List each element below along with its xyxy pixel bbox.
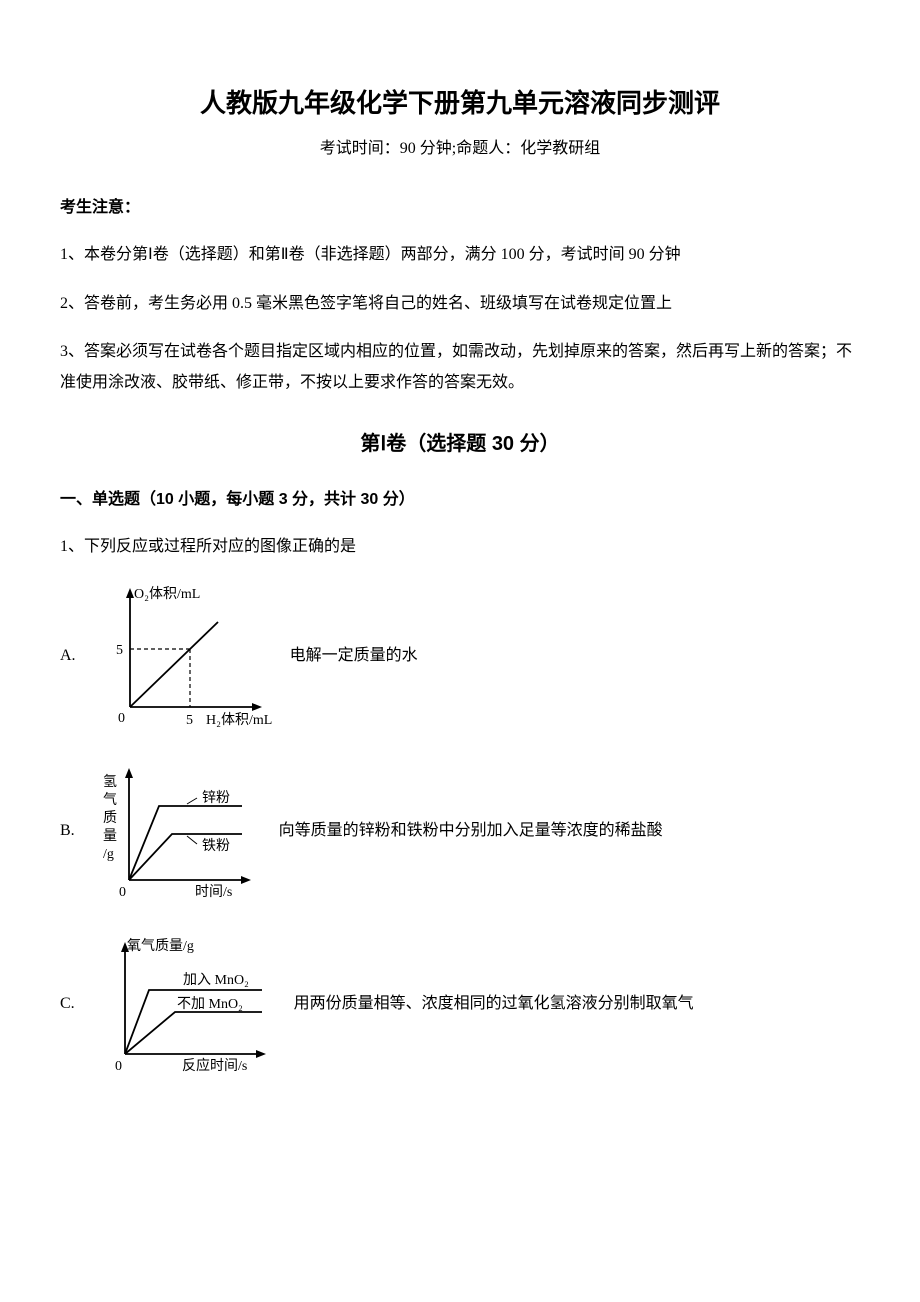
option-b-text: 向等质量的锌粉和铁粉中分别加入足量等浓度的稀盐酸 (279, 817, 663, 846)
option-a-graph: O₂体积/mL H₂体积/mL 0 5 5 (88, 582, 278, 732)
graph-b-line1-label: 锌粉 (202, 790, 230, 806)
option-c-text: 用两份质量相等、浓度相同的过氧化氢溶液分别制取氧气 (294, 990, 694, 1019)
graph-c-line1-label: 加入 MnO₂ (183, 972, 249, 988)
option-b-row: B. 氢 气 质 量 /g 时间/s 0 锌粉 铁粉 (60, 762, 860, 902)
option-a-row: A. O₂体积/mL H₂体积/mL 0 5 5 电解一定质量的水 (60, 582, 860, 732)
question-header: 一、单选题（10 小题，每小题 3 分，共计 30 分） (60, 486, 860, 515)
notice-header: 考生注意： (60, 194, 860, 223)
graph-b-yl-0: 氢 (103, 774, 117, 790)
section-title: 第Ⅰ卷（选择题 30 分） (60, 426, 860, 462)
option-a-label: A. (60, 642, 76, 671)
notice-item-2: 2、答卷前，考生务必用 0.5 毫米黑色签字笔将自己的姓名、班级填写在试卷规定位… (60, 289, 860, 319)
graph-a-xtick: 5 (186, 713, 193, 728)
page-title: 人教版九年级化学下册第九单元溶液同步测评 (60, 80, 860, 127)
graph-c-xlabel: 反应时间/s (182, 1057, 247, 1074)
option-b-graph: 氢 气 质 量 /g 时间/s 0 锌粉 铁粉 (87, 762, 267, 902)
option-c-row: C. 氧气质量/g 反应时间/s 0 加入 MnO₂ 不加 MnO₂ 用两份质量… (60, 932, 860, 1077)
notice-item-1: 1、本卷分第Ⅰ卷（选择题）和第Ⅱ卷（非选择题）两部分，满分 100 分，考试时间… (60, 240, 860, 270)
question-1-text: 1、下列反应或过程所对应的图像正确的是 (60, 533, 860, 562)
graph-c-ylabel: 氧气质量/g (127, 938, 194, 954)
graph-b-yl-4: /g (103, 847, 114, 862)
graph-b-line2-label: 铁粉 (202, 838, 230, 854)
graph-a-origin: 0 (118, 711, 125, 726)
graph-a-ytick: 5 (116, 643, 123, 658)
graph-c-origin: 0 (115, 1059, 122, 1074)
graph-b-xlabel: 时间/s (195, 884, 232, 900)
option-a-text: 电解一定质量的水 (290, 642, 418, 671)
graph-b-yl-2: 质 (103, 810, 117, 826)
option-c-graph: 氧气质量/g 反应时间/s 0 加入 MnO₂ 不加 MnO₂ (87, 932, 282, 1077)
graph-b-yl-3: 量 (103, 828, 117, 844)
graph-b-origin: 0 (119, 885, 126, 900)
option-c-label: C. (60, 990, 75, 1019)
graph-a-xlabel: H₂体积/mL (206, 712, 272, 728)
notice-item-3: 3、答案必须写在试卷各个题目指定区域内相应的位置，如需改动，先划掉原来的答案，然… (60, 337, 860, 398)
graph-b-yl-1: 气 (103, 792, 117, 808)
graph-c-line2-label: 不加 MnO₂ (177, 996, 243, 1012)
page-subtitle: 考试时间：90 分钟;命题人：化学教研组 (60, 135, 860, 164)
graph-a-ylabel: O₂体积/mL (134, 586, 200, 602)
option-b-label: B. (60, 817, 75, 846)
